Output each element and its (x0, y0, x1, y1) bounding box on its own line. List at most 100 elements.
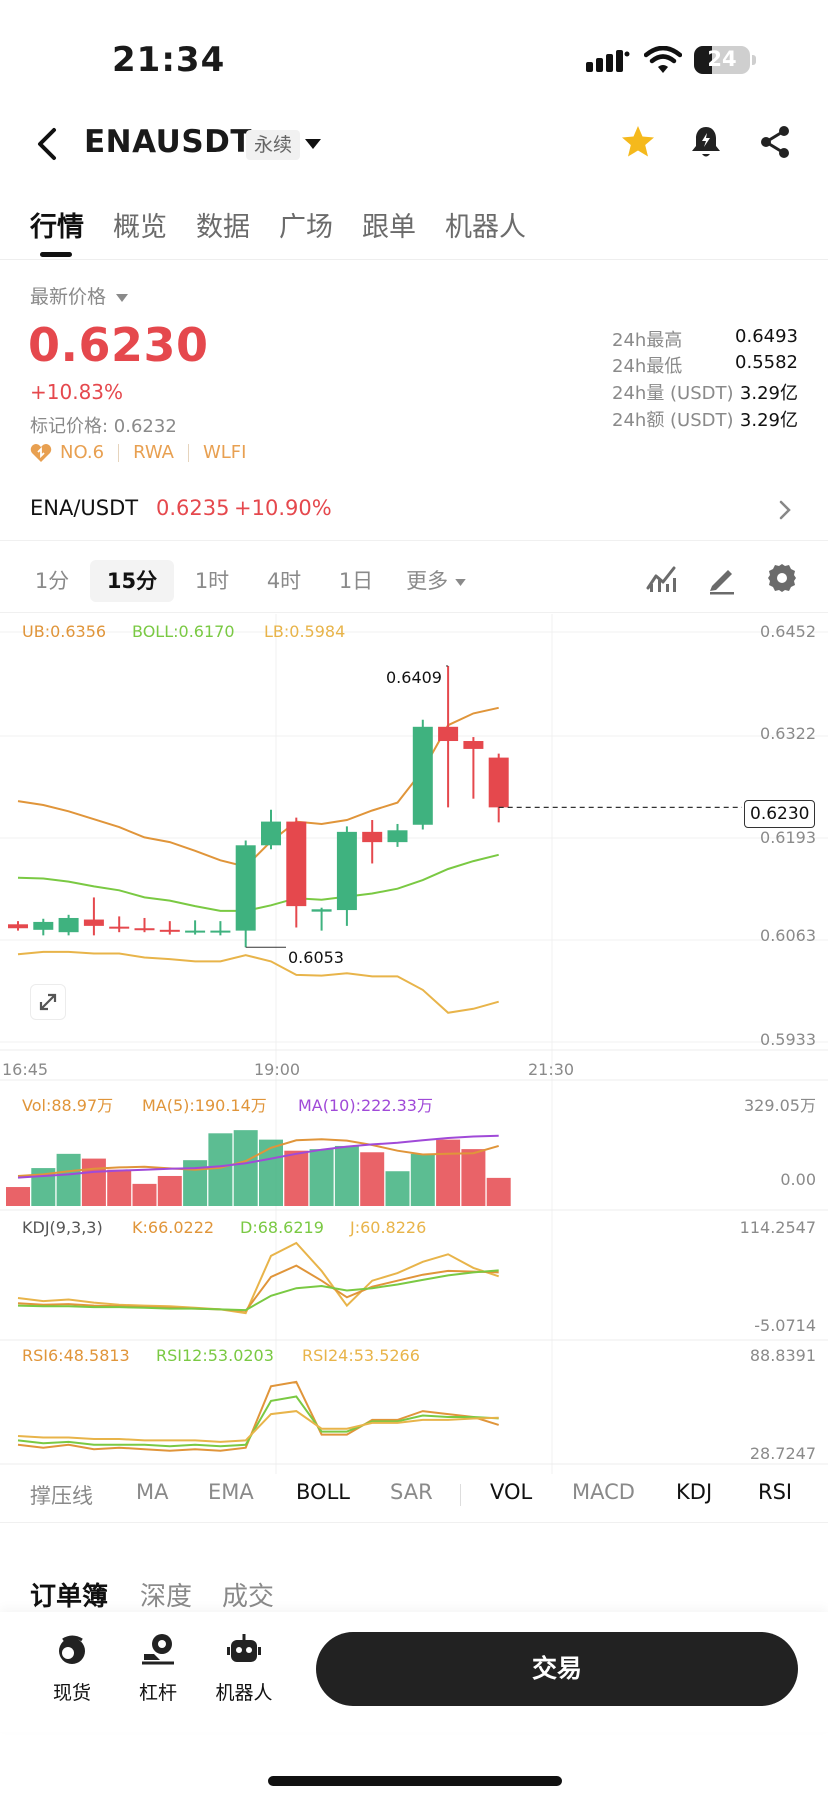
current-price-tag: 0.6230 (744, 800, 816, 828)
divider (0, 259, 828, 260)
favorite-star-icon[interactable] (620, 124, 656, 160)
kdj-d-line (17, 1269, 499, 1312)
nav-margin[interactable]: 杠杆 (118, 1632, 198, 1705)
volume-bar (208, 1133, 233, 1206)
settings-gear-icon[interactable] (764, 560, 800, 596)
volume-bar (6, 1187, 30, 1206)
timeframe-more[interactable]: 更多 (400, 560, 472, 602)
latest-price-selector[interactable]: 最新价格 (30, 282, 129, 309)
tab-data[interactable]: 数据 (196, 212, 250, 243)
indicator-ema[interactable]: EMA (208, 1480, 254, 1504)
timeframe-more-label: 更多 (406, 569, 449, 593)
candle-body (159, 929, 180, 932)
cellular-signal-icon (586, 50, 630, 72)
tab-market[interactable]: 行情 (30, 212, 84, 243)
tab-depth[interactable]: 深度 (140, 1582, 193, 1612)
indicator-kdj[interactable]: KDJ (676, 1480, 713, 1504)
candle-body (210, 930, 231, 933)
trade-button[interactable]: 交易 (316, 1632, 798, 1706)
back-button[interactable] (28, 124, 68, 164)
tab-copy-trading[interactable]: 跟单 (362, 212, 416, 243)
fullscreen-button[interactable] (30, 984, 66, 1020)
spot-price: 0.6235 (156, 496, 230, 520)
candle-body (463, 741, 484, 749)
legend-boll: BOLL:0.6170 (132, 622, 235, 641)
price-tick: 0.6193 (760, 828, 816, 847)
legend-kdj: KDJ(9,3,3) (22, 1218, 103, 1237)
divider (0, 540, 828, 541)
chevron-right-icon (779, 500, 791, 520)
rsi24-line (17, 1410, 499, 1443)
expand-icon (39, 993, 57, 1011)
caret-down-icon (455, 578, 466, 586)
legend-rsi24: RSI24:53.5266 (302, 1346, 420, 1365)
stat-value-high: 0.6493 (735, 326, 798, 347)
indicator-sar[interactable]: SAR (390, 1480, 433, 1504)
chart-canvas[interactable] (0, 614, 828, 1474)
nav-bots[interactable]: 机器人 (204, 1632, 284, 1705)
contract-type-badge: 永续 (246, 130, 301, 160)
wifi-icon (644, 46, 682, 73)
price-tick: 0.6063 (760, 926, 816, 945)
price-alert-bell-icon[interactable] (690, 124, 722, 160)
nav-spot-label: 现货 (52, 1682, 91, 1704)
timeframe-4h[interactable]: 4时 (266, 569, 302, 593)
timeframe-1h[interactable]: 1时 (194, 569, 230, 593)
stat-label-high: 24h最高 (612, 330, 683, 351)
indicator-boll[interactable]: BOLL (296, 1480, 350, 1504)
tab-trades[interactable]: 成交 (222, 1582, 275, 1612)
status-time: 21:34 (112, 40, 226, 80)
caret-down-icon (116, 293, 129, 302)
timeframe-1d[interactable]: 1日 (338, 569, 374, 593)
boll-mid-line (17, 853, 499, 912)
draw-pencil-icon[interactable] (704, 560, 740, 596)
candle-body (235, 845, 256, 931)
volume-ma10-line (17, 1134, 499, 1179)
rsi-tick: 88.8391 (749, 1346, 816, 1365)
price-change-percent: +10.83% (30, 380, 124, 404)
candle-body (134, 928, 155, 931)
timeframe-1m[interactable]: 1分 (34, 569, 70, 593)
latest-price-label: 最新价格 (30, 286, 107, 308)
legend-vol: Vol:88.97万 (22, 1096, 114, 1115)
volume-bar (132, 1183, 157, 1206)
battery-icon: 24 (694, 46, 756, 74)
home-indicator (268, 1776, 562, 1786)
nav-bots-label: 机器人 (215, 1682, 273, 1704)
legend-j: J:60.8226 (350, 1218, 427, 1237)
time-tick: 16:45 (2, 1060, 49, 1079)
tab-bots[interactable]: 机器人 (445, 212, 526, 243)
timeframe-15m[interactable]: 15分 (90, 560, 174, 602)
pair-dropdown-icon[interactable] (304, 138, 322, 150)
stat-label-low: 24h最低 (612, 356, 683, 377)
margin-icon (142, 1634, 174, 1665)
indicator-rsi[interactable]: RSI (758, 1480, 793, 1504)
kdj-tick: 114.2547 (739, 1218, 816, 1237)
indicator-icon[interactable] (644, 560, 680, 596)
candle-body (488, 757, 509, 808)
tag-wlfi[interactable]: WLFI (202, 442, 247, 463)
indicator-support-resistance[interactable]: 撑压线 (30, 1484, 93, 1508)
spot-icon (59, 1635, 85, 1664)
tab-square[interactable]: 广场 (279, 212, 333, 243)
legend-lb: LB:0.5984 (264, 622, 346, 641)
pair-title[interactable]: ENAUSDT (84, 124, 253, 160)
tag-rank[interactable]: NO.6 (60, 442, 105, 463)
tag-rwa[interactable]: RWA (133, 442, 174, 463)
tag-list: NO.6 RWA WLFI (30, 442, 246, 463)
legend-ma10: MA(10):222.33万 (298, 1096, 433, 1115)
tab-orderbook[interactable]: 订单簿 (30, 1582, 109, 1612)
candle-body (33, 921, 54, 930)
indicator-macd[interactable]: MACD (572, 1480, 635, 1504)
candle-body (286, 821, 307, 907)
indicator-ma[interactable]: MA (136, 1480, 169, 1504)
legend-ma5: MA(5):190.14万 (142, 1096, 267, 1115)
tab-overview[interactable]: 概览 (113, 212, 167, 243)
low-annotation: 0.6053 (288, 948, 344, 967)
kline-chart[interactable]: UB:0.6356 BOLL:0.6170 LB:0.5984 Vol:88.9… (0, 614, 828, 1474)
share-icon[interactable] (758, 124, 792, 160)
volume-bar (56, 1153, 81, 1206)
volume-bar (334, 1145, 359, 1206)
indicator-vol[interactable]: VOL (490, 1480, 533, 1504)
nav-spot[interactable]: 现货 (32, 1632, 112, 1705)
